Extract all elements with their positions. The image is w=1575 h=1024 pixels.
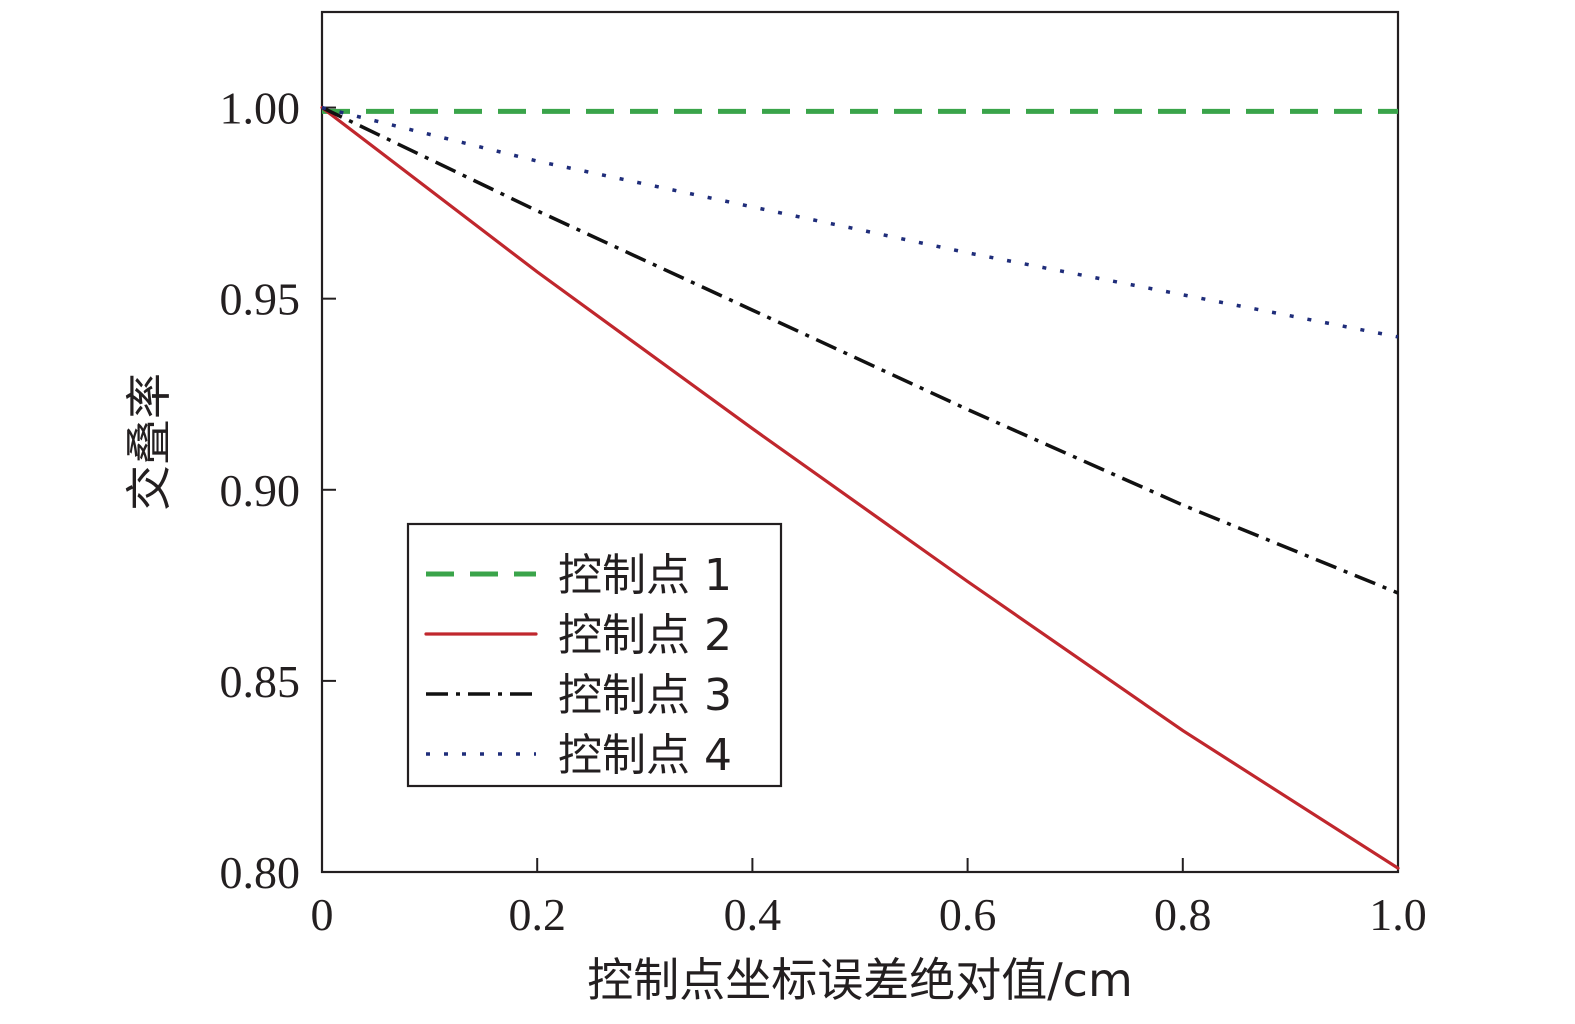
x-tick-label: 0.2	[508, 889, 566, 940]
plot-frame	[320, 10, 1400, 874]
x-tick-label: 0	[311, 889, 334, 940]
x-tick-label: 1.0	[1369, 889, 1427, 940]
y-tick-label: 0.85	[220, 656, 301, 707]
y-axis-title: 交叠率	[122, 373, 176, 511]
y-tick-label: 0.80	[220, 847, 301, 898]
x-axis-title: 控制点坐标误差绝对值/cm	[587, 953, 1133, 1007]
legend-label-2: 控制点 2	[558, 610, 732, 661]
legend-box	[406, 522, 783, 788]
x-tick-label: 0.6	[939, 889, 997, 940]
legend-label-1: 控制点 1	[558, 550, 732, 601]
legend-items: 控制点 1 控制点 2 控制点 3 控制点 4	[424, 550, 732, 781]
legend-label-3: 控制点 3	[558, 670, 732, 721]
y-tick-label: 0.90	[220, 465, 301, 516]
x-tick-label: 0.4	[724, 889, 782, 940]
series-layer	[320, 105, 1400, 870]
legend-label-4: 控制点 4	[558, 730, 732, 781]
series-line-2	[320, 105, 1400, 870]
x-axis: 0 0.2 0.4 0.6 0.8 1.0	[311, 858, 1427, 940]
legend: 控制点 1 控制点 2 控制点 3 控制点 4	[406, 522, 783, 788]
x-tick-label: 0.8	[1154, 889, 1212, 940]
y-tick-label: 1.00	[220, 83, 301, 134]
y-axis: 0.80 0.85 0.90 0.95 1.00	[220, 83, 336, 898]
series-line-4	[321, 105, 1399, 339]
series-line-3	[321, 106, 1399, 595]
y-tick-label: 0.95	[220, 274, 301, 325]
